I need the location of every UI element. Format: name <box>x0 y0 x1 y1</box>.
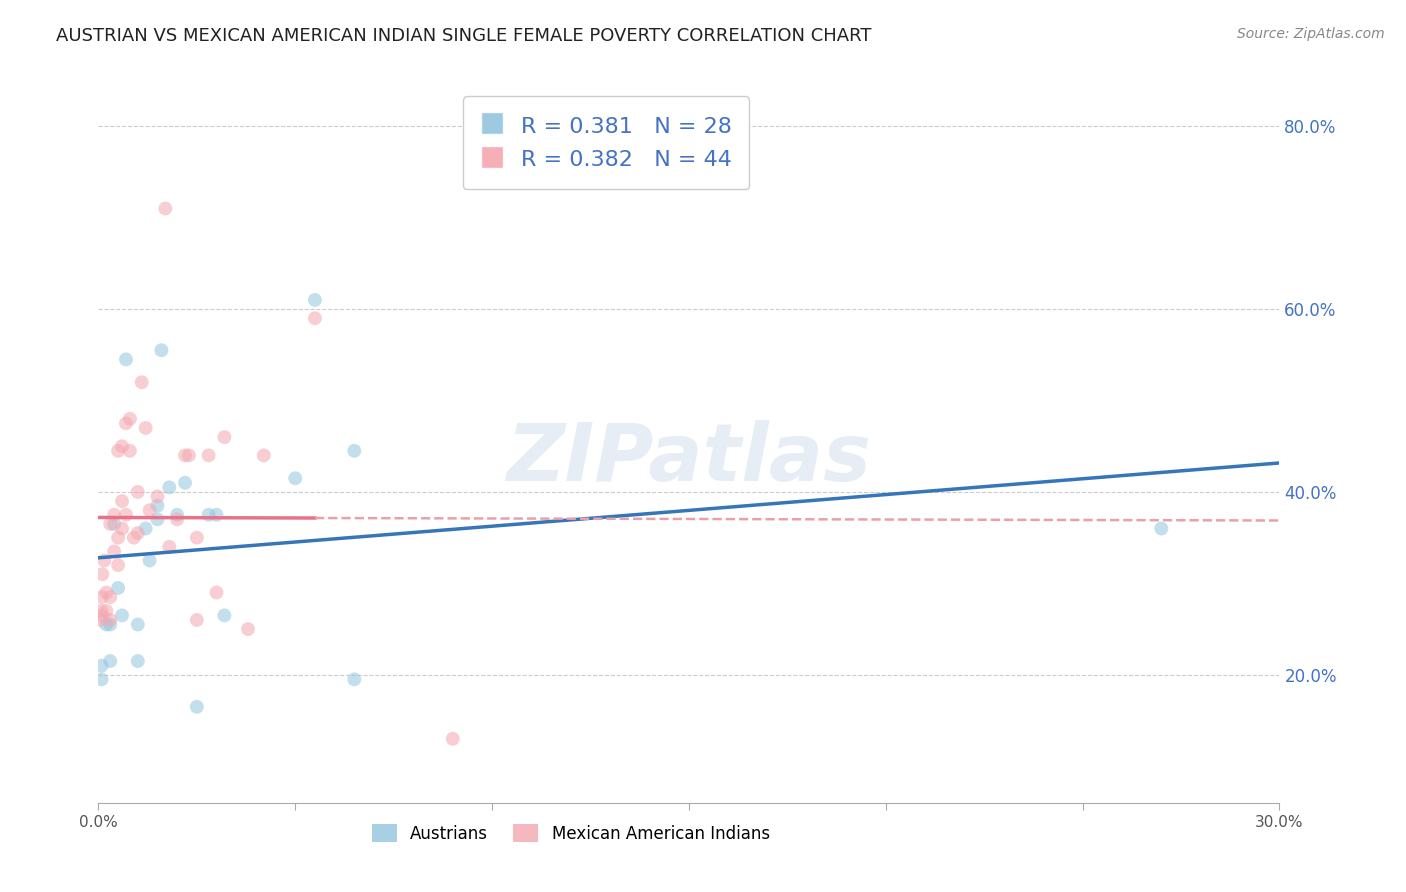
Point <box>111 494 134 508</box>
Point <box>90 658 112 673</box>
Point <box>127 617 149 632</box>
Point <box>107 581 129 595</box>
Point <box>174 448 197 462</box>
Point <box>186 531 208 545</box>
Point <box>177 448 200 462</box>
Point <box>96 604 118 618</box>
Point <box>98 590 121 604</box>
Point <box>103 516 125 531</box>
Point <box>186 699 208 714</box>
Point <box>304 311 326 326</box>
Point <box>91 567 114 582</box>
Point <box>214 430 236 444</box>
Text: AUSTRIAN VS MEXICAN AMERICAN INDIAN SINGLE FEMALE POVERTY CORRELATION CHART: AUSTRIAN VS MEXICAN AMERICAN INDIAN SING… <box>56 27 872 45</box>
Point <box>135 521 157 535</box>
Point <box>127 485 149 500</box>
Point <box>103 508 125 522</box>
Point <box>103 544 125 558</box>
Point <box>155 202 177 216</box>
Point <box>166 512 188 526</box>
Point <box>91 608 114 623</box>
Point <box>197 448 219 462</box>
Point <box>118 412 141 426</box>
Point <box>343 673 366 687</box>
Point <box>115 352 138 367</box>
Point <box>146 499 169 513</box>
Point <box>107 531 129 545</box>
Point <box>174 475 197 490</box>
Point <box>127 654 149 668</box>
Point <box>186 613 208 627</box>
Point <box>253 448 276 462</box>
Point <box>304 293 326 307</box>
Point <box>96 617 118 632</box>
Point <box>138 553 160 567</box>
Point <box>138 503 160 517</box>
Point <box>98 617 121 632</box>
Point <box>115 417 138 431</box>
Point <box>91 590 114 604</box>
Point <box>214 608 236 623</box>
Point <box>122 531 145 545</box>
Point <box>98 654 121 668</box>
Text: Source: ZipAtlas.com: Source: ZipAtlas.com <box>1237 27 1385 41</box>
Point <box>157 480 180 494</box>
Point <box>205 508 228 522</box>
Point <box>90 673 112 687</box>
Point <box>127 526 149 541</box>
Point <box>135 421 157 435</box>
Point <box>90 604 112 618</box>
Point <box>197 508 219 522</box>
Point <box>118 443 141 458</box>
Point <box>98 613 121 627</box>
Point <box>111 521 134 535</box>
Point <box>157 540 180 554</box>
Point <box>1150 521 1173 535</box>
Point <box>107 558 129 573</box>
Point <box>236 622 259 636</box>
Point <box>441 731 464 746</box>
Point <box>96 585 118 599</box>
Point <box>107 443 129 458</box>
Point <box>111 439 134 453</box>
Point <box>205 585 228 599</box>
Point <box>343 443 366 458</box>
Point <box>146 512 169 526</box>
Point <box>89 613 111 627</box>
Legend: Austrians, Mexican American Indians: Austrians, Mexican American Indians <box>366 818 776 849</box>
Point <box>146 490 169 504</box>
Point <box>150 343 173 358</box>
Point <box>131 375 153 389</box>
Text: ZIPatlas: ZIPatlas <box>506 420 872 498</box>
Point <box>111 608 134 623</box>
Point <box>98 516 121 531</box>
Point <box>115 508 138 522</box>
Point <box>166 508 188 522</box>
Point <box>284 471 307 485</box>
Point <box>93 553 115 567</box>
